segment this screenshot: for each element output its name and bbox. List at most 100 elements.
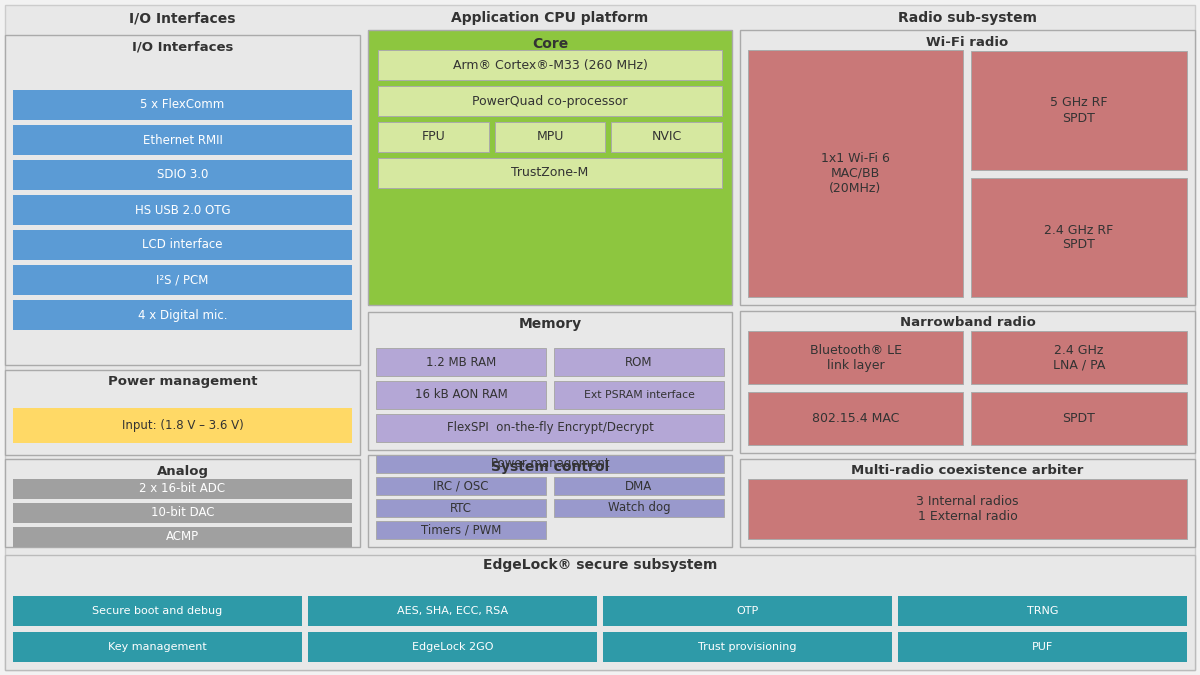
Text: Core: Core (532, 37, 568, 51)
Text: System control: System control (491, 460, 610, 474)
Bar (5, 555, 1195, 670)
Bar (378, 86, 722, 116)
Text: Radio sub-system: Radio sub-system (898, 11, 1037, 25)
Text: 1.2 MB RAM: 1.2 MB RAM (426, 356, 496, 369)
Text: 5 GHz RF
SPDT: 5 GHz RF SPDT (1050, 97, 1108, 124)
Text: I/O Interfaces: I/O Interfaces (130, 11, 235, 25)
Bar (971, 392, 1187, 445)
Bar (378, 158, 722, 188)
Bar (368, 455, 732, 547)
Bar (13, 408, 352, 443)
Text: Bluetooth® LE
link layer: Bluetooth® LE link layer (810, 344, 901, 371)
Text: Ext PSRAM interface: Ext PSRAM interface (583, 390, 695, 400)
Text: 4 x Digital mic.: 4 x Digital mic. (138, 308, 227, 321)
Bar (13, 632, 302, 662)
Bar (368, 30, 732, 305)
Bar (376, 348, 546, 376)
Bar (13, 90, 352, 120)
Bar (554, 499, 724, 517)
Text: 5 x FlexComm: 5 x FlexComm (140, 99, 224, 111)
Text: Analog: Analog (156, 464, 209, 477)
Bar (898, 632, 1187, 662)
Bar (554, 381, 724, 409)
Text: 3 Internal radios
1 External radio: 3 Internal radios 1 External radio (917, 495, 1019, 523)
Bar (748, 331, 964, 384)
Bar (13, 160, 352, 190)
Bar (376, 455, 724, 473)
Bar (378, 122, 488, 152)
Text: Application CPU platform: Application CPU platform (451, 11, 649, 25)
Text: Secure boot and debug: Secure boot and debug (92, 606, 223, 616)
Text: Narrowband radio: Narrowband radio (900, 317, 1036, 329)
Text: I²S / PCM: I²S / PCM (156, 273, 209, 286)
Bar (13, 503, 352, 523)
Text: DMA: DMA (625, 479, 653, 493)
Text: 2.4 GHz
LNA / PA: 2.4 GHz LNA / PA (1052, 344, 1105, 371)
Bar (604, 596, 892, 626)
Bar (748, 479, 1187, 539)
Bar (13, 300, 352, 330)
Text: 16 kB AON RAM: 16 kB AON RAM (415, 389, 508, 402)
Text: TRNG: TRNG (1027, 606, 1058, 616)
Bar (898, 596, 1187, 626)
Text: Power management: Power management (108, 375, 257, 389)
Text: PUF: PUF (1032, 642, 1054, 652)
Bar (740, 459, 1195, 547)
Text: ACMP: ACMP (166, 531, 199, 543)
Text: 802.15.4 MAC: 802.15.4 MAC (812, 412, 899, 425)
Bar (308, 596, 598, 626)
Text: Key management: Key management (108, 642, 206, 652)
Text: 10-bit DAC: 10-bit DAC (151, 506, 215, 520)
Text: HS USB 2.0 OTG: HS USB 2.0 OTG (134, 203, 230, 217)
Text: PowerQuad co-processor: PowerQuad co-processor (473, 95, 628, 107)
Bar (748, 50, 964, 297)
Text: 2 x 16-bit ADC: 2 x 16-bit ADC (139, 483, 226, 495)
Text: ROM: ROM (625, 356, 653, 369)
Text: I/O Interfaces: I/O Interfaces (132, 40, 233, 53)
Text: FlexSPI  on-the-fly Encrypt/Decrypt: FlexSPI on-the-fly Encrypt/Decrypt (446, 421, 654, 435)
Bar (13, 195, 352, 225)
Bar (5, 35, 360, 365)
Bar (376, 477, 546, 495)
Text: SPDT: SPDT (1062, 412, 1096, 425)
Text: Input: (1.8 V – 3.6 V): Input: (1.8 V – 3.6 V) (121, 419, 244, 433)
Text: MPU: MPU (536, 130, 564, 144)
Text: Trust provisioning: Trust provisioning (698, 642, 797, 652)
Text: Watch dog: Watch dog (607, 502, 671, 514)
Text: EdgeLock 2GO: EdgeLock 2GO (412, 642, 493, 652)
Text: Timers / PWM: Timers / PWM (421, 524, 502, 537)
Bar (5, 370, 360, 455)
Bar (554, 477, 724, 495)
Bar (376, 521, 546, 539)
Bar (971, 51, 1187, 170)
Text: EdgeLock® secure subsystem: EdgeLock® secure subsystem (482, 558, 718, 572)
Text: Wi-Fi radio: Wi-Fi radio (926, 36, 1009, 49)
Bar (748, 392, 964, 445)
Bar (5, 459, 360, 547)
Bar (611, 122, 722, 152)
Text: TrustZone-M: TrustZone-M (511, 167, 589, 180)
Bar (740, 30, 1195, 305)
Bar (971, 331, 1187, 384)
Text: Power management: Power management (491, 458, 610, 470)
Text: NVIC: NVIC (652, 130, 682, 144)
Text: 2.4 GHz RF
SPDT: 2.4 GHz RF SPDT (1044, 223, 1114, 252)
Bar (13, 527, 352, 547)
Text: FPU: FPU (421, 130, 445, 144)
Bar (740, 311, 1195, 453)
Bar (494, 122, 605, 152)
Bar (308, 632, 598, 662)
Bar (13, 596, 302, 626)
Text: Ethernet RMII: Ethernet RMII (143, 134, 222, 146)
Bar (13, 479, 352, 499)
Bar (554, 348, 724, 376)
Bar (376, 499, 546, 517)
Text: Arm® Cortex®-M33 (260 MHz): Arm® Cortex®-M33 (260 MHz) (452, 59, 648, 72)
Bar (378, 50, 722, 80)
Text: SDIO 3.0: SDIO 3.0 (157, 169, 208, 182)
Bar (971, 178, 1187, 297)
Bar (13, 125, 352, 155)
Text: 1x1 Wi-Fi 6
MAC/BB
(20MHz): 1x1 Wi-Fi 6 MAC/BB (20MHz) (821, 152, 890, 195)
Bar (376, 381, 546, 409)
Bar (13, 265, 352, 295)
